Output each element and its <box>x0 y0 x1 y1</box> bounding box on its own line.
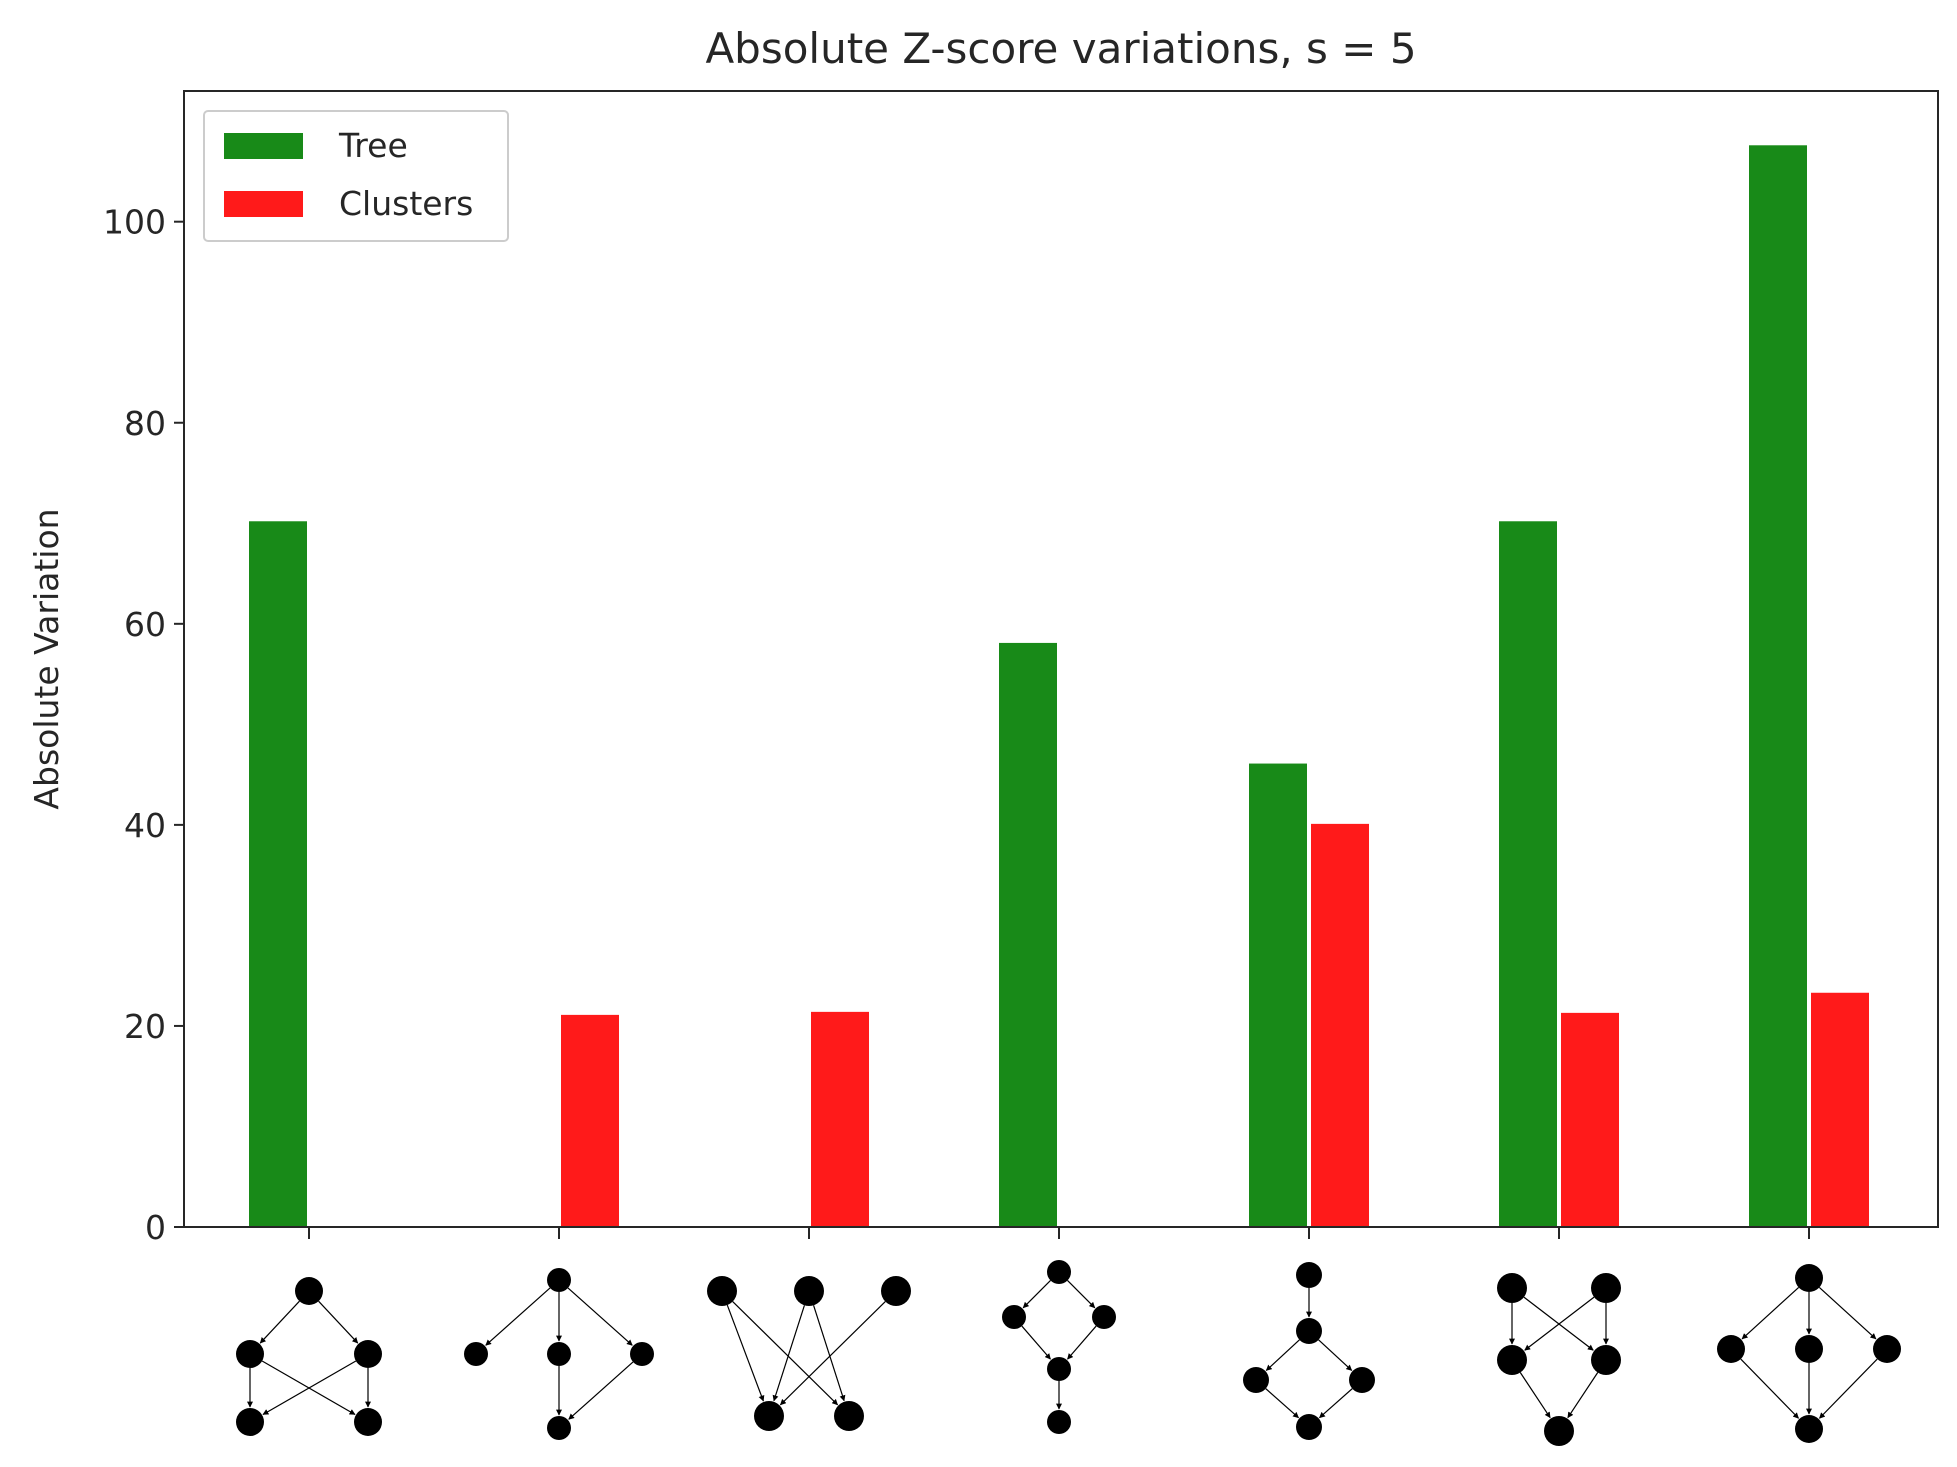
legend-swatch-clusters <box>224 191 303 217</box>
motif-node <box>881 1276 911 1306</box>
motif-graph-6 <box>1497 1273 1621 1446</box>
x-tick-motif-icons <box>236 1260 1901 1446</box>
motif-edge <box>1741 1286 1800 1340</box>
motif-node <box>1717 1335 1745 1363</box>
motif-edge <box>1318 1339 1353 1371</box>
motif-node <box>464 1342 488 1366</box>
motif-node <box>1002 1305 1026 1329</box>
motif-node <box>1243 1367 1269 1393</box>
motif-edge <box>567 1287 633 1346</box>
motif-edge <box>1524 1296 1595 1351</box>
motif-graph-2 <box>464 1268 654 1440</box>
y-tick-label: 60 <box>124 605 166 644</box>
y-axis-label: Absolute Variation <box>27 508 66 809</box>
motif-node <box>236 1408 264 1436</box>
motif-graph-4 <box>1002 1260 1116 1434</box>
bar-clusters-2 <box>561 1014 619 1227</box>
chart-title: Absolute Z-score variations, s = 5 <box>705 24 1416 73</box>
bar-tree-4 <box>999 642 1057 1227</box>
motif-edge <box>772 1305 805 1402</box>
motif-node <box>1795 1415 1823 1443</box>
motif-node <box>794 1276 824 1306</box>
motif-graph-5 <box>1243 1262 1375 1440</box>
motif-node <box>1296 1262 1322 1288</box>
legend-label-clusters: Clusters <box>339 184 473 223</box>
motif-node <box>1497 1273 1527 1303</box>
motif-edge <box>726 1304 765 1402</box>
motif-node <box>295 1277 323 1305</box>
bar-tree-1 <box>249 521 307 1227</box>
motif-graph-1 <box>236 1277 382 1436</box>
motif-graph-7 <box>1717 1264 1901 1443</box>
bar-clusters-6 <box>1561 1012 1619 1227</box>
bar-tree-7 <box>1749 145 1807 1227</box>
motif-edge <box>732 1301 839 1406</box>
motif-graph-3 <box>707 1276 911 1431</box>
motif-edge <box>259 1300 300 1344</box>
motif-edge <box>568 1361 634 1420</box>
bar-tree-5 <box>1249 763 1307 1227</box>
bar-clusters-3 <box>811 1011 869 1227</box>
motif-node <box>547 1268 571 1292</box>
motif-node <box>1296 1318 1322 1344</box>
motif-edge <box>813 1305 846 1402</box>
bars-layer <box>249 145 1869 1227</box>
motif-node <box>630 1342 654 1366</box>
legend: Tree Clusters <box>203 110 509 242</box>
y-tick-label: 100 <box>103 203 166 242</box>
motif-edge <box>262 1360 357 1416</box>
motif-node <box>1296 1414 1322 1440</box>
legend-swatch-tree <box>224 133 303 159</box>
motif-node <box>236 1340 264 1368</box>
motif-edge <box>1067 1325 1097 1360</box>
motif-node <box>1047 1357 1071 1381</box>
y-tick-label: 80 <box>124 404 166 443</box>
motif-node <box>1047 1260 1071 1284</box>
motif-node <box>1092 1305 1116 1329</box>
motif-node <box>1873 1335 1901 1363</box>
bar-clusters-7 <box>1811 992 1869 1227</box>
motif-edge <box>779 1301 886 1406</box>
y-axis: 0 20 40 60 80 100 <box>103 203 184 1247</box>
motif-node <box>1591 1345 1621 1375</box>
motif-edge <box>1021 1325 1051 1360</box>
x-axis <box>308 1227 1810 1239</box>
motif-edge <box>1265 1339 1300 1371</box>
motif-node <box>1795 1264 1823 1292</box>
motif-node <box>834 1401 864 1431</box>
y-tick-label: 40 <box>124 806 166 845</box>
y-tick-label: 0 <box>145 1208 166 1247</box>
motif-edge <box>1022 1280 1051 1309</box>
motif-node <box>547 1342 571 1366</box>
legend-label-tree: Tree <box>338 126 408 165</box>
bar-tree-6 <box>1499 521 1557 1227</box>
motif-node <box>1795 1335 1823 1363</box>
motif-edge <box>1819 1358 1878 1419</box>
motif-node <box>1497 1345 1527 1375</box>
motif-node <box>354 1340 382 1368</box>
motif-node <box>547 1416 571 1440</box>
motif-edge <box>485 1287 551 1346</box>
motif-node <box>1047 1410 1071 1434</box>
motif-node <box>707 1276 737 1306</box>
bar-clusters-5 <box>1311 823 1369 1227</box>
motif-edge <box>1567 1372 1599 1419</box>
motif-node <box>1349 1367 1375 1393</box>
motif-edge <box>1319 1388 1353 1419</box>
motif-node <box>354 1408 382 1436</box>
motif-edge <box>1519 1372 1551 1419</box>
motif-edge <box>1818 1286 1877 1340</box>
plot-frame <box>183 90 1939 1228</box>
motif-node <box>1544 1416 1574 1446</box>
y-tick-label: 20 <box>124 1007 166 1046</box>
motif-edge <box>1740 1358 1799 1419</box>
motif-node <box>754 1401 784 1431</box>
motif-edge <box>318 1300 359 1344</box>
motif-edge <box>1265 1388 1299 1419</box>
motif-node <box>1591 1273 1621 1303</box>
motif-edge <box>1067 1280 1096 1309</box>
